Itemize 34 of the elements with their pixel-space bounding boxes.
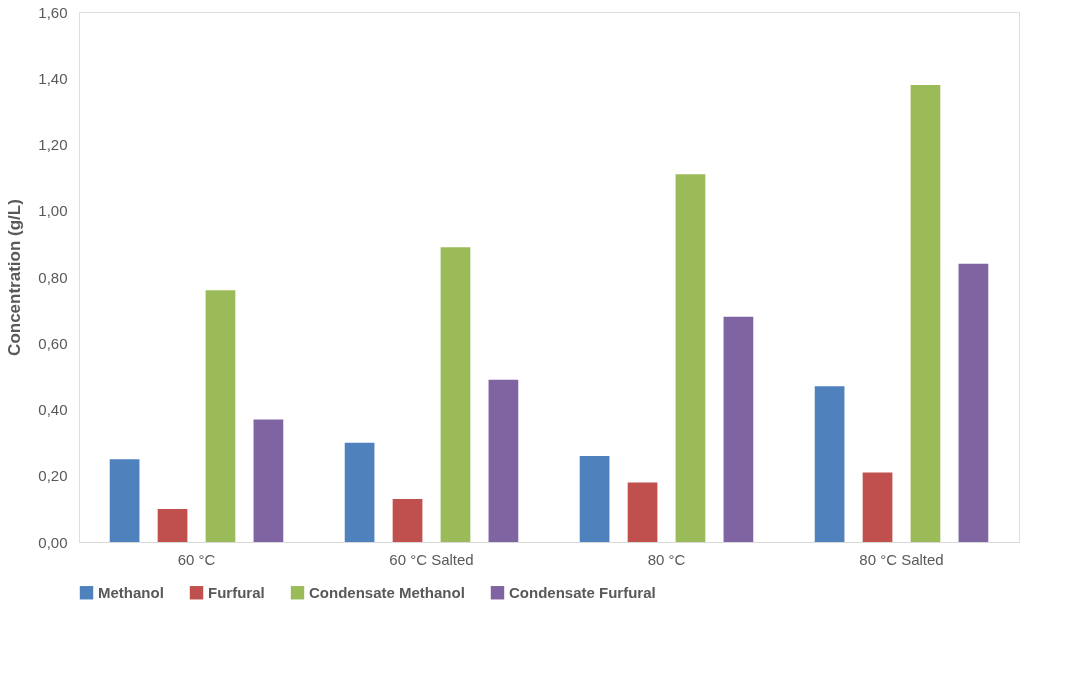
legend-label: Furfural xyxy=(208,583,265,601)
legend-label: Condensate Furfural xyxy=(509,583,656,601)
x-tick-label: 80 °C Salted xyxy=(859,550,944,568)
bar xyxy=(253,419,284,542)
bar xyxy=(440,247,471,542)
bar xyxy=(344,442,375,542)
bar xyxy=(910,84,941,542)
bar xyxy=(814,386,845,542)
x-tick-label: 60 °C xyxy=(177,550,216,568)
y-tick-label: 1,40 xyxy=(38,69,68,87)
y-tick-label: 0,40 xyxy=(38,401,68,418)
y-tick-label: 0,80 xyxy=(38,268,68,286)
bar xyxy=(675,174,706,542)
y-tick-label: 0,20 xyxy=(38,467,68,485)
x-tick-label: 80 °C xyxy=(647,550,686,568)
y-tick-label: 1,00 xyxy=(38,202,68,220)
bar xyxy=(205,290,236,542)
y-tick-label: 0,00 xyxy=(38,533,68,551)
bar xyxy=(723,316,754,542)
bar xyxy=(958,263,989,542)
y-axis-title: Concentration (g/L) xyxy=(5,199,25,356)
bar xyxy=(392,498,423,542)
bar xyxy=(579,455,610,542)
legend-label: Condensate Methanol xyxy=(309,583,465,601)
bar xyxy=(109,459,140,542)
bar xyxy=(488,379,519,542)
bar xyxy=(157,508,188,542)
y-tick-label: 1,60 xyxy=(38,3,68,21)
bar xyxy=(627,482,658,542)
legend-label: Methanol xyxy=(98,583,164,601)
x-tick-label: 60 °C Salted xyxy=(389,550,474,568)
y-tick-label: 0,60 xyxy=(38,334,68,352)
bar xyxy=(862,472,893,542)
y-tick-label: 1,20 xyxy=(38,136,68,153)
